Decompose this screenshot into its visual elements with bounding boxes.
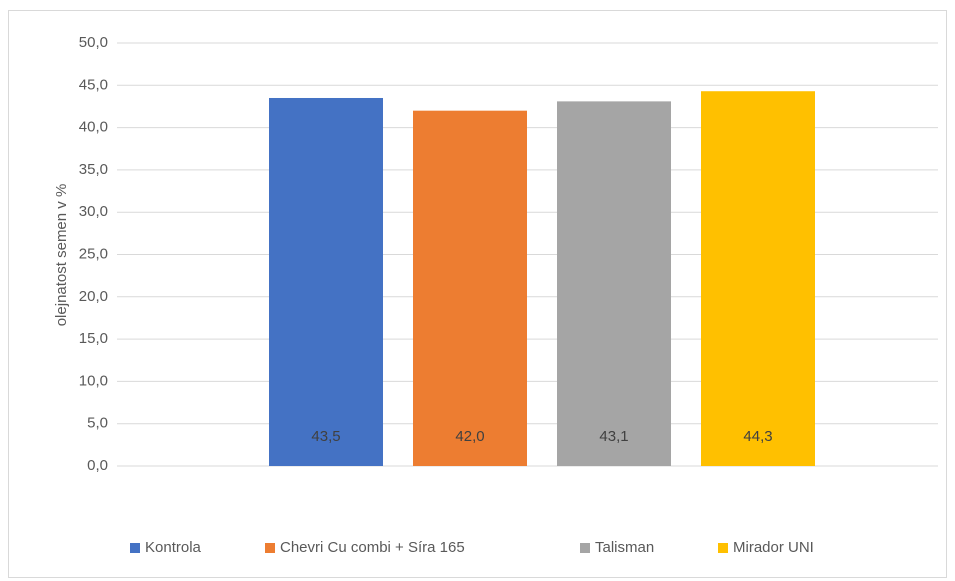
bar — [413, 110, 527, 467]
data-label: 43,1 — [599, 428, 628, 445]
legend-swatch — [580, 543, 590, 553]
y-axis-label: olejnatost semen v % — [53, 184, 70, 327]
data-label: 42,0 — [455, 428, 484, 445]
data-label: 44,3 — [743, 428, 772, 445]
y-tick-label: 0,0 — [87, 457, 108, 474]
y-tick-label: 40,0 — [79, 119, 108, 136]
y-tick-label: 50,0 — [79, 34, 108, 51]
y-tick-label: 25,0 — [79, 245, 108, 262]
legend-label: Mirador UNI — [733, 539, 814, 556]
y-tick-label: 35,0 — [79, 161, 108, 178]
y-tick-label: 30,0 — [79, 203, 108, 220]
y-tick-label: 45,0 — [79, 76, 108, 93]
y-tick-label: 15,0 — [79, 330, 108, 347]
legend-label: Chevri Cu combi + Síra 165 — [280, 539, 465, 556]
legend-label: Kontrola — [145, 539, 202, 556]
legend-swatch — [718, 543, 728, 553]
bar — [557, 101, 671, 467]
bar — [269, 97, 383, 467]
legend-label: Talisman — [595, 539, 654, 556]
y-tick-label: 10,0 — [79, 372, 108, 389]
y-tick-label: 5,0 — [87, 415, 108, 432]
data-label: 43,5 — [311, 428, 340, 445]
legend-swatch — [265, 543, 275, 553]
y-tick-label: 20,0 — [79, 288, 108, 305]
legend-swatch — [130, 543, 140, 553]
bar — [701, 91, 815, 467]
